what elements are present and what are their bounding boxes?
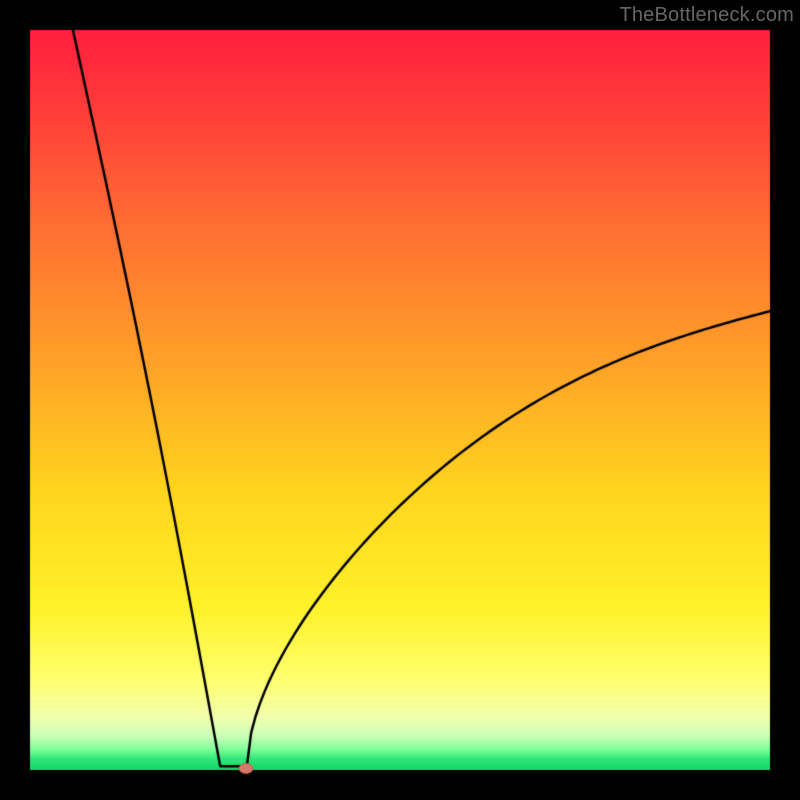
chart-stage: TheBottleneck.com — [0, 0, 800, 800]
watermark-text: TheBottleneck.com — [619, 4, 794, 27]
bottleneck-curve-layer — [0, 0, 800, 800]
